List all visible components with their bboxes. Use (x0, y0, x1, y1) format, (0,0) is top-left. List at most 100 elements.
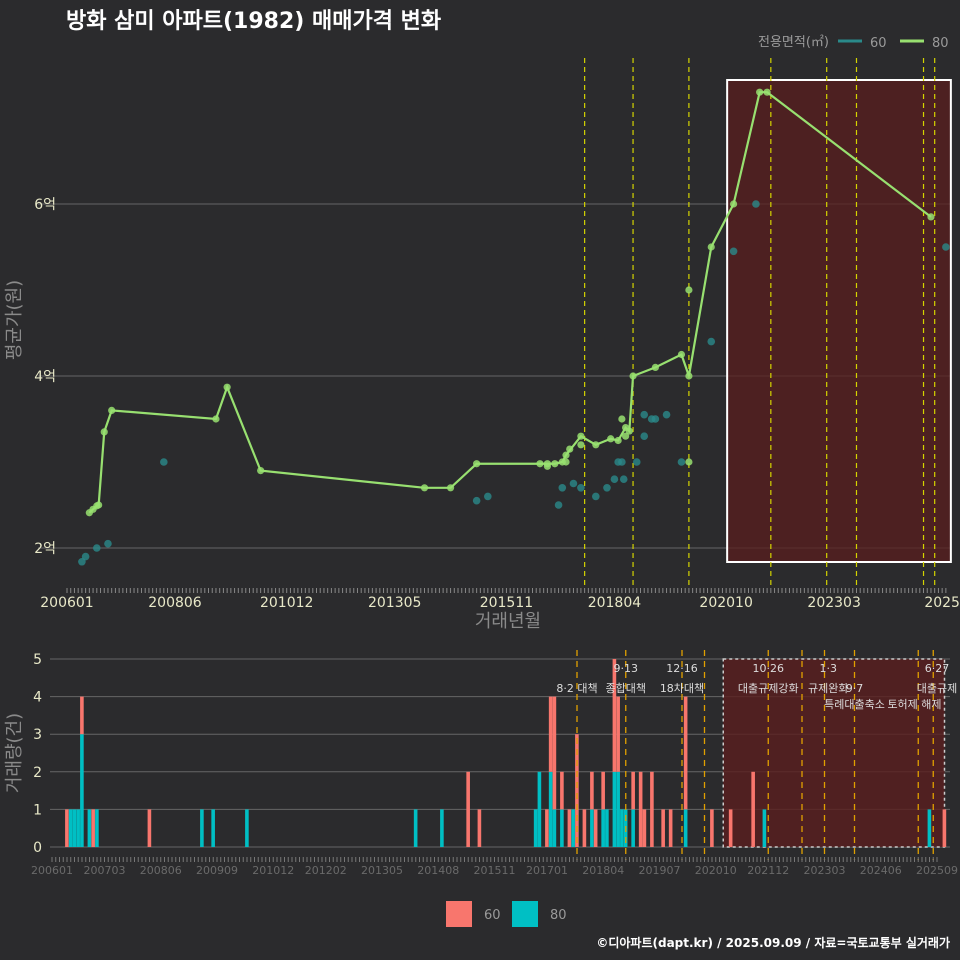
x-tick-label: 200806 (148, 595, 202, 611)
bar-60 (601, 771, 605, 810)
point-60 (707, 337, 716, 346)
bar-60 (548, 696, 553, 772)
bar-80 (533, 809, 538, 847)
point-60 (577, 484, 585, 492)
y-axis-title: 평균가(원) (4, 280, 25, 360)
bar-80 (616, 771, 620, 847)
legend-bottom-label-60: 60 (484, 908, 501, 923)
point-80 (592, 441, 600, 449)
y-tick-label: 2억 (34, 541, 56, 557)
bar-80 (560, 809, 564, 847)
point-80 (446, 484, 455, 492)
bar-80 (590, 809, 594, 847)
bar-80 (245, 809, 249, 847)
policy-annotation: 10·26 (753, 662, 785, 675)
point-60 (81, 552, 90, 561)
point-60 (92, 544, 101, 552)
bar-60 (728, 809, 733, 847)
bar-60 (593, 809, 598, 847)
policy-annotation: 규제완화 (808, 682, 848, 695)
volume-chart: 0 1 2 3 4 5 200601 200703 200806 200909 201012 2012… (31, 650, 958, 877)
bar-80 (762, 809, 767, 847)
bar-80 (72, 809, 77, 847)
bar-60 (710, 809, 714, 847)
bar-80 (68, 809, 73, 847)
point-80 (536, 460, 544, 468)
x-tick-label: 201701 (526, 864, 568, 877)
point-80 (685, 458, 693, 466)
bar-60 (582, 809, 587, 847)
x-tick-label: 202303 (804, 864, 846, 877)
point-60 (651, 415, 660, 423)
point-80 (729, 200, 738, 208)
x-tick-label: 202010 (695, 864, 737, 877)
point-60 (729, 247, 738, 256)
bar-80 (76, 809, 80, 847)
x-tick-label: 202112 (747, 864, 789, 877)
x-tick-label: 202010 (699, 595, 752, 611)
bar-60 (616, 696, 620, 772)
bar-60 (642, 809, 647, 847)
x-tick-label: 202406 (860, 864, 902, 877)
point-80 (95, 501, 103, 509)
y-tick-label: 2 (33, 765, 42, 781)
policy-annotation: 대출규제강화 (738, 682, 799, 695)
y-tick-label: 4억 (34, 369, 56, 385)
bar-60 (65, 809, 69, 847)
point-80 (685, 372, 693, 380)
point-80 (473, 460, 481, 468)
bar-60 (477, 809, 482, 847)
policy-annotation: 6·27 (925, 662, 950, 675)
policy-annotation: 9·7 (846, 682, 864, 695)
point-80 (577, 432, 585, 440)
legend-bottom: 60 80 (446, 901, 567, 927)
legend-label-60: 60 (870, 36, 887, 51)
point-60 (569, 479, 578, 488)
bar-80 (200, 809, 204, 847)
bar-60 (661, 809, 665, 847)
policy-annotation: 12·16 (666, 662, 698, 675)
x-tick-label: 201012 (252, 864, 294, 877)
y-tick-label: 1 (33, 802, 42, 818)
bar-60 (638, 771, 643, 847)
policy-annotation: 종합대책 (606, 682, 646, 695)
point-60 (592, 492, 600, 501)
legend-top: 전용면적(㎡) 60 80 (758, 35, 949, 51)
bar-60 (147, 809, 152, 847)
point-80 (651, 363, 659, 371)
point-80 (625, 427, 633, 435)
x-tick-label: 2025 (924, 595, 960, 611)
legend-bottom-label-80: 80 (550, 908, 567, 923)
x-tick-label: 201511 (480, 595, 533, 611)
legend-title: 전용면적(㎡) (758, 35, 829, 50)
point-80 (677, 350, 686, 359)
bar-60 (552, 696, 557, 810)
point-60 (619, 475, 628, 484)
bar-60 (466, 771, 470, 847)
point-60 (610, 475, 619, 484)
point-60 (558, 484, 567, 492)
policy-annotation: 특례대출축소 (824, 698, 885, 711)
point-80 (551, 460, 559, 468)
point-60 (752, 200, 760, 208)
bar-60 (91, 809, 95, 847)
point-80 (607, 435, 615, 443)
bar-60 (683, 696, 688, 810)
point-80 (223, 383, 231, 391)
highlight-period-box (726, 79, 952, 563)
line-80 (88, 91, 932, 514)
x-tick-label: 200601 (40, 595, 93, 611)
y-tick-label: 3 (33, 727, 42, 743)
x-tick-label: 202509 (916, 864, 958, 877)
y-tick-label: 4 (33, 690, 42, 706)
x-tick-label: 200806 (140, 864, 182, 877)
bar-80 (631, 809, 635, 847)
policy-annotation: 8·2 대책 (556, 682, 597, 695)
point-80 (685, 286, 693, 294)
x-tick-label: 201408 (417, 864, 459, 877)
point-60 (104, 539, 112, 548)
point-60 (618, 458, 626, 466)
legend-label-80: 80 (932, 36, 949, 51)
bar-60 (751, 771, 755, 847)
point-80 (577, 441, 585, 449)
